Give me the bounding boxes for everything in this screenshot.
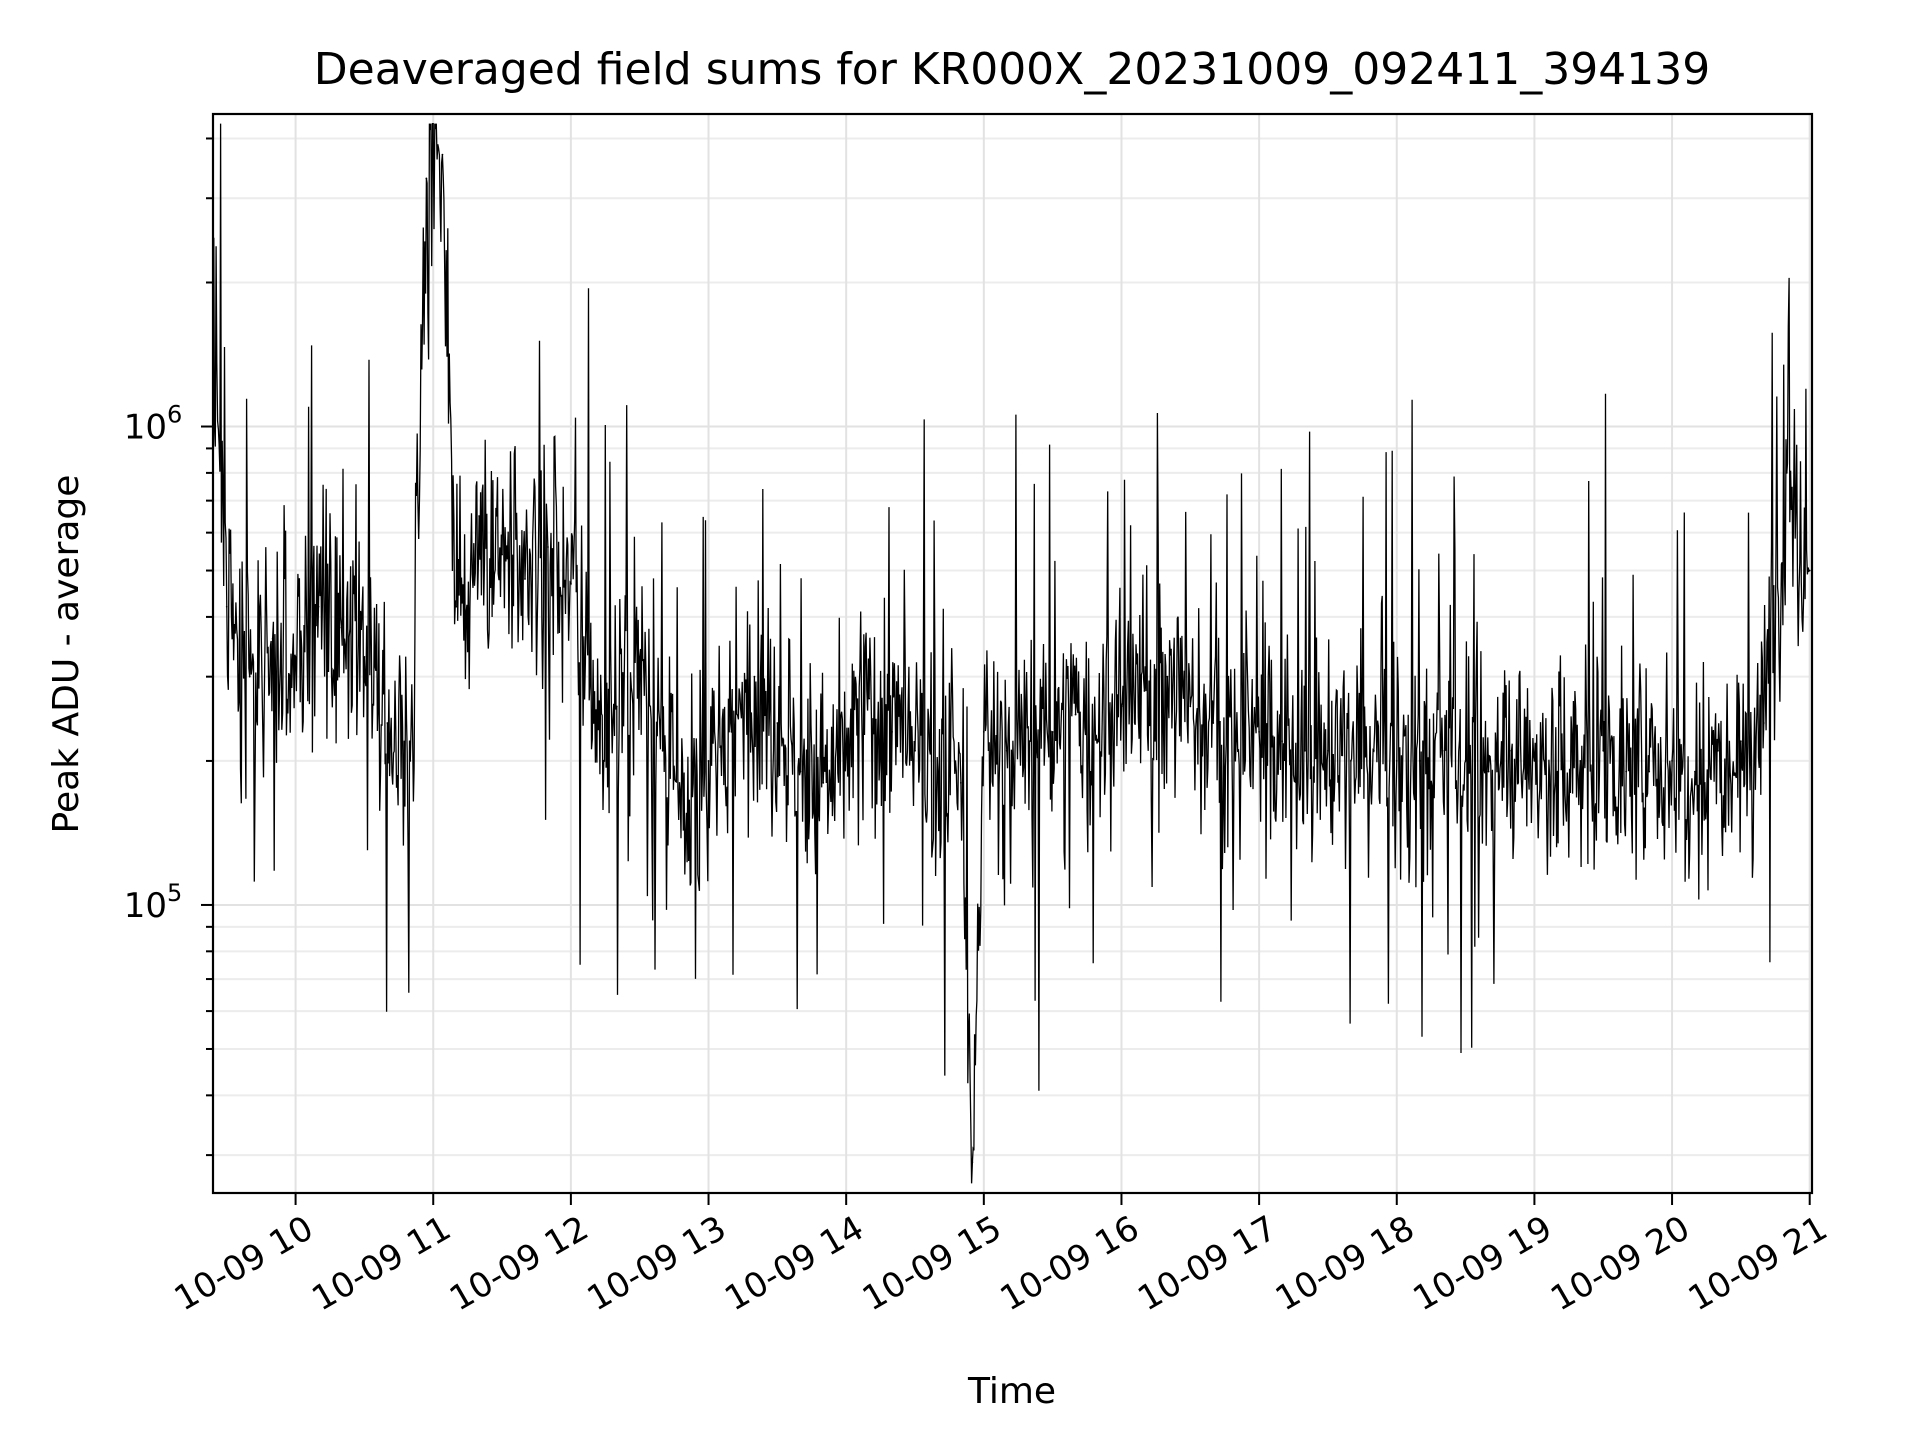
data-point [661,749,664,752]
data-point [1556,770,1559,773]
data-point [271,637,274,640]
data-point [776,722,779,724]
data-point [1762,722,1765,724]
data-point [1510,749,1513,752]
chart-title: Deaveraged field sums for KR000X_2023100… [314,44,1710,95]
data-point [971,1161,974,1164]
y-axis-ticks [201,137,213,1157]
data-point [1739,740,1742,743]
data-point [799,770,802,773]
series-layer [212,122,1811,1184]
data-point [1349,760,1352,762]
data-point [1074,713,1077,716]
data-point [1487,770,1490,773]
data-point [914,749,916,752]
data-point [409,760,412,762]
data-point [845,749,848,752]
data-point [1304,749,1306,752]
data-point [1212,722,1215,724]
data-point [1418,760,1421,762]
data-point [684,834,687,836]
data-point [524,578,526,580]
data-point [1694,770,1696,773]
data-point [891,730,893,733]
data-point [1235,740,1238,743]
y-tick-label: 106 [124,401,183,448]
data-point [1028,740,1031,743]
data-point [1258,730,1261,733]
major-gridlines [213,114,1812,1193]
data-point [363,655,366,658]
x-axis-ticks [294,1193,1811,1205]
data-point [1464,760,1467,762]
data-point [1005,749,1008,752]
data-point [501,553,503,556]
data-point [1717,749,1719,752]
data-point [1051,730,1054,733]
data-point [753,675,756,678]
data-point [982,730,985,733]
data-point [569,582,572,585]
data-point [1143,690,1146,692]
data-point [1395,760,1398,762]
data-point [592,722,595,724]
data-point [1166,675,1169,678]
data-point [707,760,710,762]
data-point [1281,740,1283,743]
data-point [317,605,320,608]
data-point [455,605,458,608]
data-point [1648,770,1651,773]
data-point [294,655,297,658]
data-point [638,655,641,658]
y-axis-tick-labels: 105 106 [124,401,183,926]
data-point [1120,705,1123,708]
data-point [1625,770,1628,773]
data-point [386,722,389,724]
plot-frame [211,112,1814,1195]
minor-gridlines [213,137,1812,1157]
data-point [1441,749,1444,752]
data-point [1579,760,1582,762]
data-point [1097,740,1100,743]
data-point [340,626,343,629]
data-point [959,781,962,784]
y-axis-label: Peak ADU - average [46,475,87,834]
data-point [441,153,444,156]
data-point [1785,471,1788,474]
data-point [225,605,228,608]
data-point [478,515,481,517]
data-point [547,546,549,548]
data-point [1533,760,1536,762]
data-point [615,705,618,708]
data-point [1671,760,1673,762]
x-axis-label: Time [967,1371,1056,1412]
y-tick-label: 105 [124,879,183,926]
data-point [868,697,871,700]
data-point [1372,749,1375,752]
data-point [1808,569,1811,572]
data-point [1602,749,1605,752]
data-point [937,770,939,773]
data-point [425,177,428,180]
data-point [248,675,251,678]
data-point [1189,705,1192,708]
data-point [822,781,825,784]
data-point [1327,749,1329,752]
data-point [730,730,733,733]
